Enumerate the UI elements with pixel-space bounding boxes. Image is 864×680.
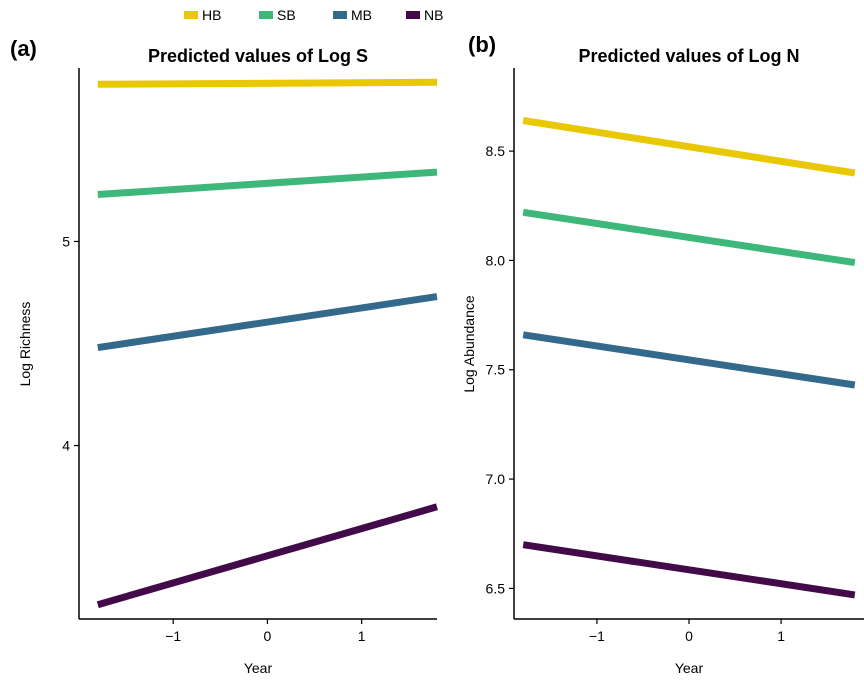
series-line-sb-a xyxy=(97,168,438,198)
series-line-mb-a xyxy=(97,293,438,352)
legend-label-mb: MB xyxy=(351,7,372,23)
panel-label-a: (a) xyxy=(10,36,37,61)
x-tick-label-b: 1 xyxy=(777,628,785,644)
y-tick-label-a: 5 xyxy=(62,233,70,249)
legend-label-hb: HB xyxy=(202,7,221,23)
legend-label-sb: SB xyxy=(277,7,296,23)
y-axis-label-a: Log Richness xyxy=(17,302,33,387)
y-tick-label-b: 7.0 xyxy=(486,471,506,487)
panel-b: (b) Predicted values of Log N Log Abunda… xyxy=(461,32,864,676)
x-tick-label-a: 1 xyxy=(358,628,366,644)
chart-title-a: Predicted values of Log S xyxy=(148,46,368,66)
x-tick-label-b: −1 xyxy=(589,628,605,644)
y-tick-label-b: 8.5 xyxy=(486,143,506,159)
y-tick-label-a: 4 xyxy=(62,438,70,454)
series-line-nb-a xyxy=(96,503,438,609)
x-axis-label-b: Year xyxy=(675,660,704,676)
series-line-hb-a xyxy=(97,78,438,88)
series-line-hb-b xyxy=(522,117,856,177)
legend-entry-nb[interactable]: NB xyxy=(406,7,443,23)
legend-swatch-sb xyxy=(259,11,273,19)
y-tick-label-b: 7.5 xyxy=(486,362,506,378)
series-line-nb-b xyxy=(522,541,856,599)
x-tick-label-a: −1 xyxy=(165,628,181,644)
panel-a: (a) Predicted values of Log S Log Richne… xyxy=(10,36,438,676)
y-axis-label-b: Log Abundance xyxy=(461,295,477,393)
plot-area-b: 6.5 7.0 7.5 8.0 8.5 −1 0 1 xyxy=(486,68,864,644)
legend: HB SB MB NB xyxy=(184,7,443,23)
series-line-sb-b xyxy=(522,208,856,267)
legend-entry-hb[interactable]: HB xyxy=(184,7,221,23)
plot-area-a: 4 5 −1 0 1 xyxy=(62,68,438,644)
legend-entry-sb[interactable]: SB xyxy=(259,7,296,23)
y-tick-label-b: 6.5 xyxy=(486,580,506,596)
legend-swatch-hb xyxy=(184,11,198,19)
panel-label-b: (b) xyxy=(468,32,496,57)
series-line-mb-b xyxy=(522,331,856,389)
x-axis-label-a: Year xyxy=(244,660,273,676)
legend-swatch-mb xyxy=(333,11,347,19)
x-tick-label-b: 0 xyxy=(685,628,693,644)
legend-swatch-nb xyxy=(406,11,420,19)
x-tick-label-a: 0 xyxy=(264,628,272,644)
legend-entry-mb[interactable]: MB xyxy=(333,7,372,23)
y-tick-label-b: 8.0 xyxy=(486,252,506,268)
legend-label-nb: NB xyxy=(424,7,443,23)
chart-title-b: Predicted values of Log N xyxy=(578,46,799,66)
